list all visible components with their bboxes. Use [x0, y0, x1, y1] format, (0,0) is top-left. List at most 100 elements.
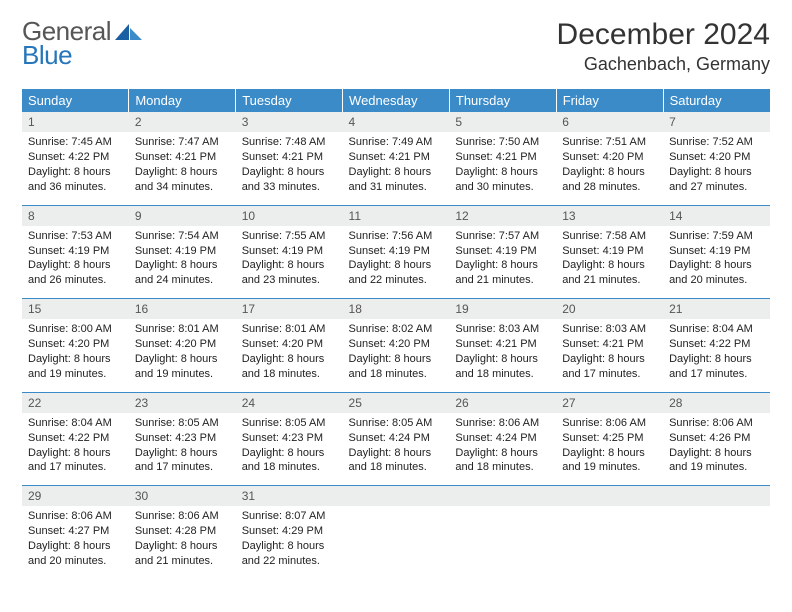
- calendar-week-row: 8Sunrise: 7:53 AMSunset: 4:19 PMDaylight…: [22, 205, 770, 299]
- daylight-text: Daylight: 8 hours: [349, 258, 444, 273]
- sunrise-text: Sunrise: 7:53 AM: [28, 229, 123, 244]
- daylight-text: and 22 minutes.: [349, 273, 444, 288]
- day-body: Sunrise: 7:56 AMSunset: 4:19 PMDaylight:…: [343, 226, 450, 298]
- daylight-text: Daylight: 8 hours: [562, 258, 657, 273]
- sunset-text: Sunset: 4:20 PM: [28, 337, 123, 352]
- daylight-text: Daylight: 8 hours: [135, 258, 230, 273]
- day-number: 2: [129, 112, 236, 132]
- daylight-text: and 18 minutes.: [455, 460, 550, 475]
- sunset-text: Sunset: 4:20 PM: [562, 150, 657, 165]
- day-body: Sunrise: 8:01 AMSunset: 4:20 PMDaylight:…: [236, 319, 343, 391]
- daylight-text: Daylight: 8 hours: [562, 165, 657, 180]
- day-body: Sunrise: 7:58 AMSunset: 4:19 PMDaylight:…: [556, 226, 663, 298]
- daylight-text: Daylight: 8 hours: [669, 352, 764, 367]
- daylight-text: and 23 minutes.: [242, 273, 337, 288]
- sunset-text: Sunset: 4:19 PM: [562, 244, 657, 259]
- calendar-day-cell: 12Sunrise: 7:57 AMSunset: 4:19 PMDayligh…: [449, 205, 556, 299]
- sunset-text: Sunset: 4:19 PM: [349, 244, 444, 259]
- day-number: [343, 486, 450, 506]
- day-body: Sunrise: 7:51 AMSunset: 4:20 PMDaylight:…: [556, 132, 663, 204]
- sunset-text: Sunset: 4:26 PM: [669, 431, 764, 446]
- daylight-text: Daylight: 8 hours: [669, 446, 764, 461]
- day-number: 30: [129, 486, 236, 506]
- calendar-day-cell: 16Sunrise: 8:01 AMSunset: 4:20 PMDayligh…: [129, 299, 236, 393]
- sunrise-text: Sunrise: 8:03 AM: [455, 322, 550, 337]
- calendar-day-cell: 28Sunrise: 8:06 AMSunset: 4:26 PMDayligh…: [663, 392, 770, 486]
- calendar-week-row: 22Sunrise: 8:04 AMSunset: 4:22 PMDayligh…: [22, 392, 770, 486]
- sunset-text: Sunset: 4:22 PM: [28, 150, 123, 165]
- sunrise-text: Sunrise: 8:00 AM: [28, 322, 123, 337]
- daylight-text: Daylight: 8 hours: [562, 352, 657, 367]
- sunrise-text: Sunrise: 7:57 AM: [455, 229, 550, 244]
- daylight-text: and 34 minutes.: [135, 180, 230, 195]
- daylight-text: and 18 minutes.: [455, 367, 550, 382]
- daylight-text: Daylight: 8 hours: [455, 352, 550, 367]
- day-number: 28: [663, 393, 770, 413]
- day-number: 24: [236, 393, 343, 413]
- sunrise-text: Sunrise: 7:50 AM: [455, 135, 550, 150]
- calendar-day-cell: 5Sunrise: 7:50 AMSunset: 4:21 PMDaylight…: [449, 112, 556, 205]
- sunset-text: Sunset: 4:20 PM: [669, 150, 764, 165]
- calendar-day-cell: 9Sunrise: 7:54 AMSunset: 4:19 PMDaylight…: [129, 205, 236, 299]
- day-body: Sunrise: 8:05 AMSunset: 4:23 PMDaylight:…: [129, 413, 236, 485]
- daylight-text: and 17 minutes.: [135, 460, 230, 475]
- sunset-text: Sunset: 4:19 PM: [242, 244, 337, 259]
- day-body: Sunrise: 8:05 AMSunset: 4:23 PMDaylight:…: [236, 413, 343, 485]
- day-number: 11: [343, 206, 450, 226]
- day-body: Sunrise: 8:06 AMSunset: 4:25 PMDaylight:…: [556, 413, 663, 485]
- day-number: 10: [236, 206, 343, 226]
- sunrise-text: Sunrise: 8:04 AM: [669, 322, 764, 337]
- sunset-text: Sunset: 4:29 PM: [242, 524, 337, 539]
- day-number: 31: [236, 486, 343, 506]
- calendar-week-row: 1Sunrise: 7:45 AMSunset: 4:22 PMDaylight…: [22, 112, 770, 205]
- weekday-header: Tuesday: [236, 89, 343, 112]
- daylight-text: Daylight: 8 hours: [562, 446, 657, 461]
- location-label: Gachenbach, Germany: [557, 54, 770, 75]
- daylight-text: Daylight: 8 hours: [28, 446, 123, 461]
- calendar-day-cell: 15Sunrise: 8:00 AMSunset: 4:20 PMDayligh…: [22, 299, 129, 393]
- brand-logo: General Blue: [22, 18, 143, 68]
- daylight-text: Daylight: 8 hours: [135, 352, 230, 367]
- day-body: Sunrise: 8:01 AMSunset: 4:20 PMDaylight:…: [129, 319, 236, 391]
- day-number: [449, 486, 556, 506]
- calendar-day-cell: [663, 486, 770, 579]
- daylight-text: and 21 minutes.: [455, 273, 550, 288]
- day-number: 22: [22, 393, 129, 413]
- daylight-text: Daylight: 8 hours: [349, 352, 444, 367]
- daylight-text: Daylight: 8 hours: [242, 352, 337, 367]
- calendar-day-cell: 6Sunrise: 7:51 AMSunset: 4:20 PMDaylight…: [556, 112, 663, 205]
- day-body: Sunrise: 8:07 AMSunset: 4:29 PMDaylight:…: [236, 506, 343, 578]
- day-body: [663, 506, 770, 572]
- daylight-text: and 22 minutes.: [242, 554, 337, 569]
- weekday-header: Sunday: [22, 89, 129, 112]
- day-number: 25: [343, 393, 450, 413]
- daylight-text: and 19 minutes.: [28, 367, 123, 382]
- sunset-text: Sunset: 4:19 PM: [669, 244, 764, 259]
- daylight-text: and 18 minutes.: [242, 460, 337, 475]
- sunrise-text: Sunrise: 7:45 AM: [28, 135, 123, 150]
- calendar-day-cell: 1Sunrise: 7:45 AMSunset: 4:22 PMDaylight…: [22, 112, 129, 205]
- sunrise-text: Sunrise: 8:06 AM: [135, 509, 230, 524]
- calendar-day-cell: [556, 486, 663, 579]
- day-number: 21: [663, 299, 770, 319]
- sunset-text: Sunset: 4:25 PM: [562, 431, 657, 446]
- sunset-text: Sunset: 4:19 PM: [28, 244, 123, 259]
- sunrise-text: Sunrise: 7:48 AM: [242, 135, 337, 150]
- day-number: 18: [343, 299, 450, 319]
- day-body: Sunrise: 7:52 AMSunset: 4:20 PMDaylight:…: [663, 132, 770, 204]
- calendar-day-cell: 14Sunrise: 7:59 AMSunset: 4:19 PMDayligh…: [663, 205, 770, 299]
- day-body: Sunrise: 7:53 AMSunset: 4:19 PMDaylight:…: [22, 226, 129, 298]
- sunrise-text: Sunrise: 8:03 AM: [562, 322, 657, 337]
- sunset-text: Sunset: 4:21 PM: [455, 150, 550, 165]
- weekday-header: Wednesday: [343, 89, 450, 112]
- calendar-day-cell: 2Sunrise: 7:47 AMSunset: 4:21 PMDaylight…: [129, 112, 236, 205]
- day-number: 4: [343, 112, 450, 132]
- day-number: 15: [22, 299, 129, 319]
- sunset-text: Sunset: 4:21 PM: [562, 337, 657, 352]
- day-body: Sunrise: 8:06 AMSunset: 4:26 PMDaylight:…: [663, 413, 770, 485]
- calendar-day-cell: 30Sunrise: 8:06 AMSunset: 4:28 PMDayligh…: [129, 486, 236, 579]
- daylight-text: and 27 minutes.: [669, 180, 764, 195]
- sunset-text: Sunset: 4:20 PM: [242, 337, 337, 352]
- day-body: Sunrise: 8:02 AMSunset: 4:20 PMDaylight:…: [343, 319, 450, 391]
- calendar-day-cell: 29Sunrise: 8:06 AMSunset: 4:27 PMDayligh…: [22, 486, 129, 579]
